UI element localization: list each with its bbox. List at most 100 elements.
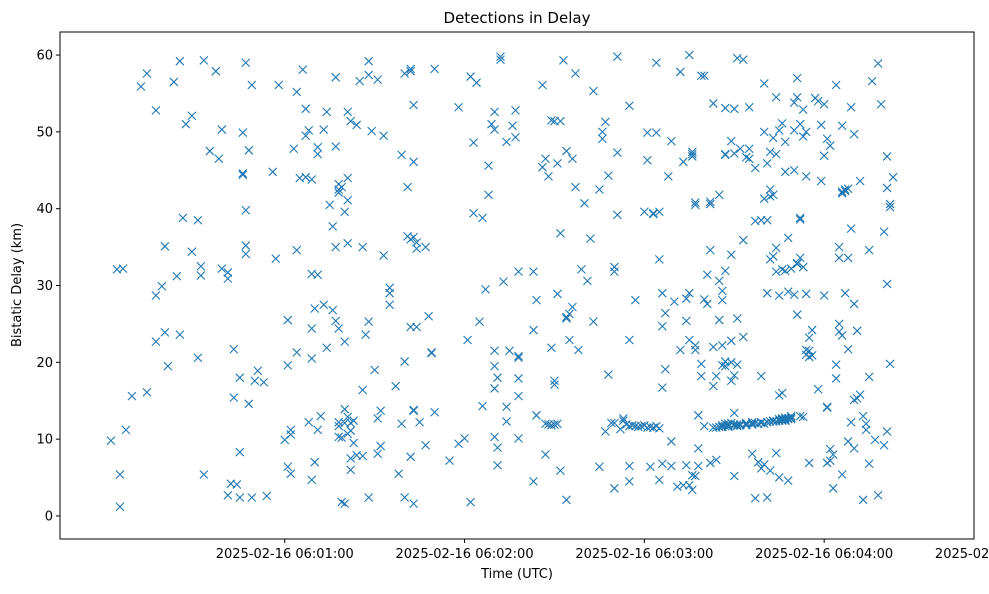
data-point-marker [783, 287, 793, 297]
data-point-marker [654, 475, 664, 485]
data-point-marker [412, 322, 421, 332]
data-point-marker [364, 317, 374, 326]
data-point-marker [714, 190, 724, 200]
data-point-marker [654, 423, 664, 433]
data-point-marker [846, 417, 856, 427]
data-point-marker [750, 163, 760, 173]
data-point-marker [328, 221, 338, 231]
data-point-marker [624, 461, 634, 471]
data-point-marker [334, 188, 344, 197]
data-point-marker [532, 295, 541, 305]
data-point-marker [304, 125, 314, 135]
y-tick-label: 60 [36, 49, 53, 64]
data-point-marker [765, 185, 775, 194]
data-point-marker [840, 288, 850, 298]
x-tick-label: 2025-02-16 06:01:00 [216, 547, 354, 562]
data-point-marker [840, 185, 850, 194]
data-point-marker [657, 321, 667, 331]
data-point-marker [571, 69, 580, 78]
data-point-marker [732, 53, 742, 63]
data-point-marker [421, 242, 430, 252]
data-point-marker [762, 158, 772, 168]
data-point-marker [598, 134, 607, 144]
data-point-marker [544, 172, 553, 181]
data-point-marker [484, 161, 493, 171]
data-point-marker [331, 316, 341, 326]
data-point-marker [478, 213, 487, 223]
data-point-marker [511, 105, 520, 115]
data-point-marker [334, 324, 344, 333]
data-point-marker [732, 421, 742, 431]
data-point-marker [466, 497, 475, 507]
data-point-marker [325, 200, 335, 210]
data-point-marker [445, 456, 454, 466]
data-point-marker [346, 116, 356, 126]
data-point-marker [747, 449, 757, 459]
data-point-marker [364, 70, 374, 80]
data-point-marker [613, 210, 622, 220]
data-point-marker [217, 125, 227, 134]
data-point-marker [615, 424, 625, 434]
data-point-marker [250, 376, 260, 386]
data-point-marker [229, 344, 239, 354]
data-point-marker [633, 422, 643, 432]
data-point-marker [568, 302, 577, 312]
data-point-marker [358, 385, 368, 395]
data-point-marker [696, 371, 706, 381]
data-point-marker [121, 425, 131, 435]
data-point-marker [493, 373, 502, 383]
data-point-marker [882, 279, 892, 289]
data-point-marker [630, 295, 640, 305]
data-point-marker [849, 299, 859, 309]
data-point-marker [708, 342, 718, 352]
data-point-marker [771, 267, 781, 277]
data-point-marker [196, 261, 206, 271]
data-point-marker [783, 476, 793, 486]
data-point-marker [187, 247, 197, 257]
data-point-marker [328, 305, 338, 315]
data-point-marker [792, 310, 802, 320]
data-point-marker [301, 104, 311, 114]
data-point-marker [409, 499, 419, 509]
data-point-marker [774, 291, 784, 300]
data-point-marker [379, 131, 389, 141]
data-point-marker [792, 92, 802, 102]
data-point-marker [693, 443, 703, 453]
data-point-marker [654, 254, 664, 264]
data-point-marker [885, 202, 895, 212]
data-point-marker [858, 495, 868, 505]
data-point-marker [834, 319, 844, 329]
data-point-marker [469, 138, 478, 148]
data-point-marker [565, 309, 574, 319]
data-point-marker [675, 67, 685, 77]
data-point-marker [705, 245, 715, 255]
data-point-marker [106, 436, 116, 446]
data-point-marker [690, 341, 700, 350]
data-point-marker [702, 270, 712, 280]
data-point-marker [843, 253, 853, 263]
data-point-marker [298, 65, 308, 75]
data-point-marker [714, 276, 724, 286]
data-point-marker [376, 406, 386, 416]
data-point-marker [151, 105, 161, 115]
data-point-marker [358, 451, 368, 461]
data-point-marker [660, 308, 670, 318]
data-point-marker [834, 242, 844, 252]
data-point-marker [292, 347, 302, 357]
data-point-marker [777, 388, 787, 398]
data-point-marker [774, 473, 784, 482]
data-point-marker [651, 128, 661, 138]
data-point-marker [346, 453, 356, 463]
data-point-marker [726, 136, 736, 146]
data-point-marker [541, 419, 550, 429]
data-point-marker [409, 157, 419, 167]
data-point-marker [547, 420, 556, 430]
data-point-marker [762, 493, 772, 502]
data-point-marker [340, 404, 350, 414]
data-point-marker [765, 466, 775, 476]
data-point-marker [238, 168, 248, 178]
data-point-marker [765, 147, 775, 157]
data-point-marker [717, 341, 727, 350]
data-point-marker [514, 391, 523, 401]
data-point-marker [175, 330, 185, 340]
